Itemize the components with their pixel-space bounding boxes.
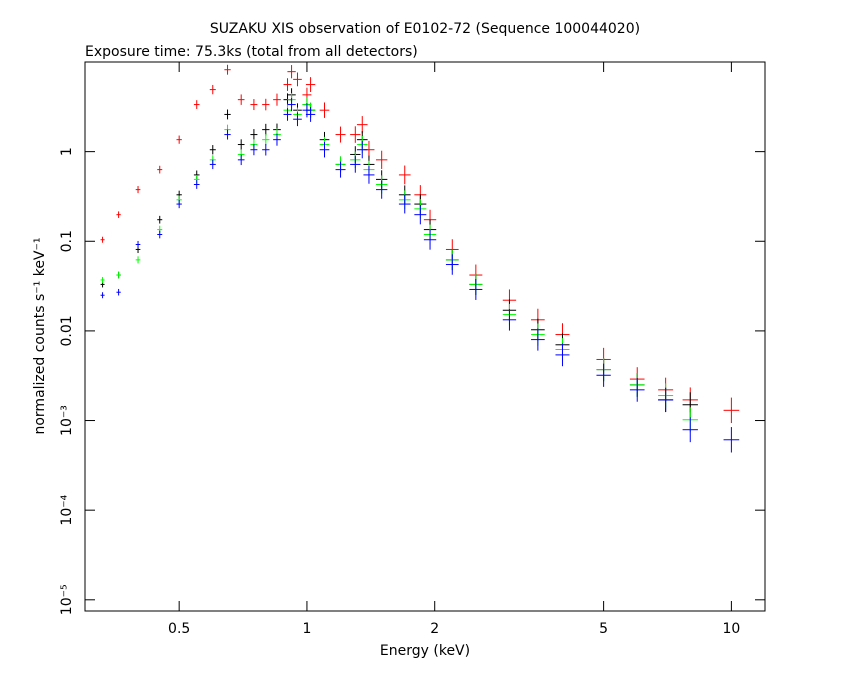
x-tick-label: 0.5 [168,621,190,637]
data-point [469,278,483,300]
data-point [356,141,368,159]
data-point [658,387,674,413]
data-point [237,94,245,105]
data-point [224,109,231,120]
data-point [224,64,231,75]
data-point [262,123,270,136]
data-point [100,276,105,283]
data-point [100,236,105,243]
data-point [350,126,361,143]
data-point [629,377,645,402]
data-point [723,427,740,453]
data-point [398,194,411,214]
data-point [502,309,517,331]
data-point [116,211,121,218]
data-point [293,72,302,87]
plot-frame [84,61,766,612]
chart-title: SUZAKU XIS observation of E0102-72 (Sequ… [210,21,640,37]
data-point [356,116,368,134]
data-point [376,150,388,169]
data-point [335,161,346,178]
x-tick-label: 2 [430,621,439,637]
chart-subtitle: Exposure time: 75.3ks (total from all de… [85,44,418,60]
data-point [237,154,245,166]
data-point [555,343,570,367]
x-tick-label: 5 [599,621,608,637]
data-point [287,97,296,112]
data-point [335,126,346,143]
data-point [193,180,200,189]
y-tick-label: 10⁻⁴ [59,494,75,525]
y-tick-label: 1 [59,147,75,156]
data-point [135,240,141,249]
data-point [209,84,216,95]
data-point [376,180,388,199]
data-point [262,143,270,156]
y-tick-label: 10⁻⁵ [59,584,75,615]
data-point [531,328,545,351]
data-point [414,205,427,225]
data-point [287,65,296,79]
data-point [193,100,200,109]
data-point [445,254,459,275]
data-point [209,159,216,170]
y-axis-label: normalized counts s⁻¹ keV⁻¹ [32,237,48,434]
data-point [209,145,216,155]
data-point [176,199,182,209]
data-point [363,166,375,184]
y-tick-label: 0.01 [59,315,75,346]
y-tick-label: 0.1 [59,230,75,252]
data-point [135,256,141,264]
data-point [157,165,163,174]
data-point [250,99,258,111]
data-point [305,77,316,93]
data-point [350,156,361,173]
data-point [250,129,258,141]
data-point [176,135,182,144]
data-point [116,288,121,296]
data-point [157,230,163,239]
data-point [398,165,411,185]
data-point [135,186,141,194]
data-point [100,292,105,299]
x-axis-label: Energy (keV) [380,643,470,659]
data-point [319,142,330,158]
x-tick-label: 10 [722,621,740,637]
data-point [283,108,292,121]
data-point [682,417,698,443]
data-point [423,229,437,250]
data-point [305,106,316,122]
data-point [723,397,740,424]
data-point [250,144,258,156]
x-tick-label: 1 [302,621,311,637]
data-point [283,78,292,91]
y-tick-label: 10⁻³ [59,405,75,436]
data-point [224,129,231,140]
data-point [273,93,281,106]
data-point [319,102,330,118]
data-point [157,215,163,224]
data-point [596,363,611,387]
data-point [302,103,312,118]
data-point [262,98,270,111]
data-point [237,139,245,150]
data-point [293,112,302,127]
data-point [262,133,270,146]
data-point [273,133,281,146]
data-point [116,271,121,279]
